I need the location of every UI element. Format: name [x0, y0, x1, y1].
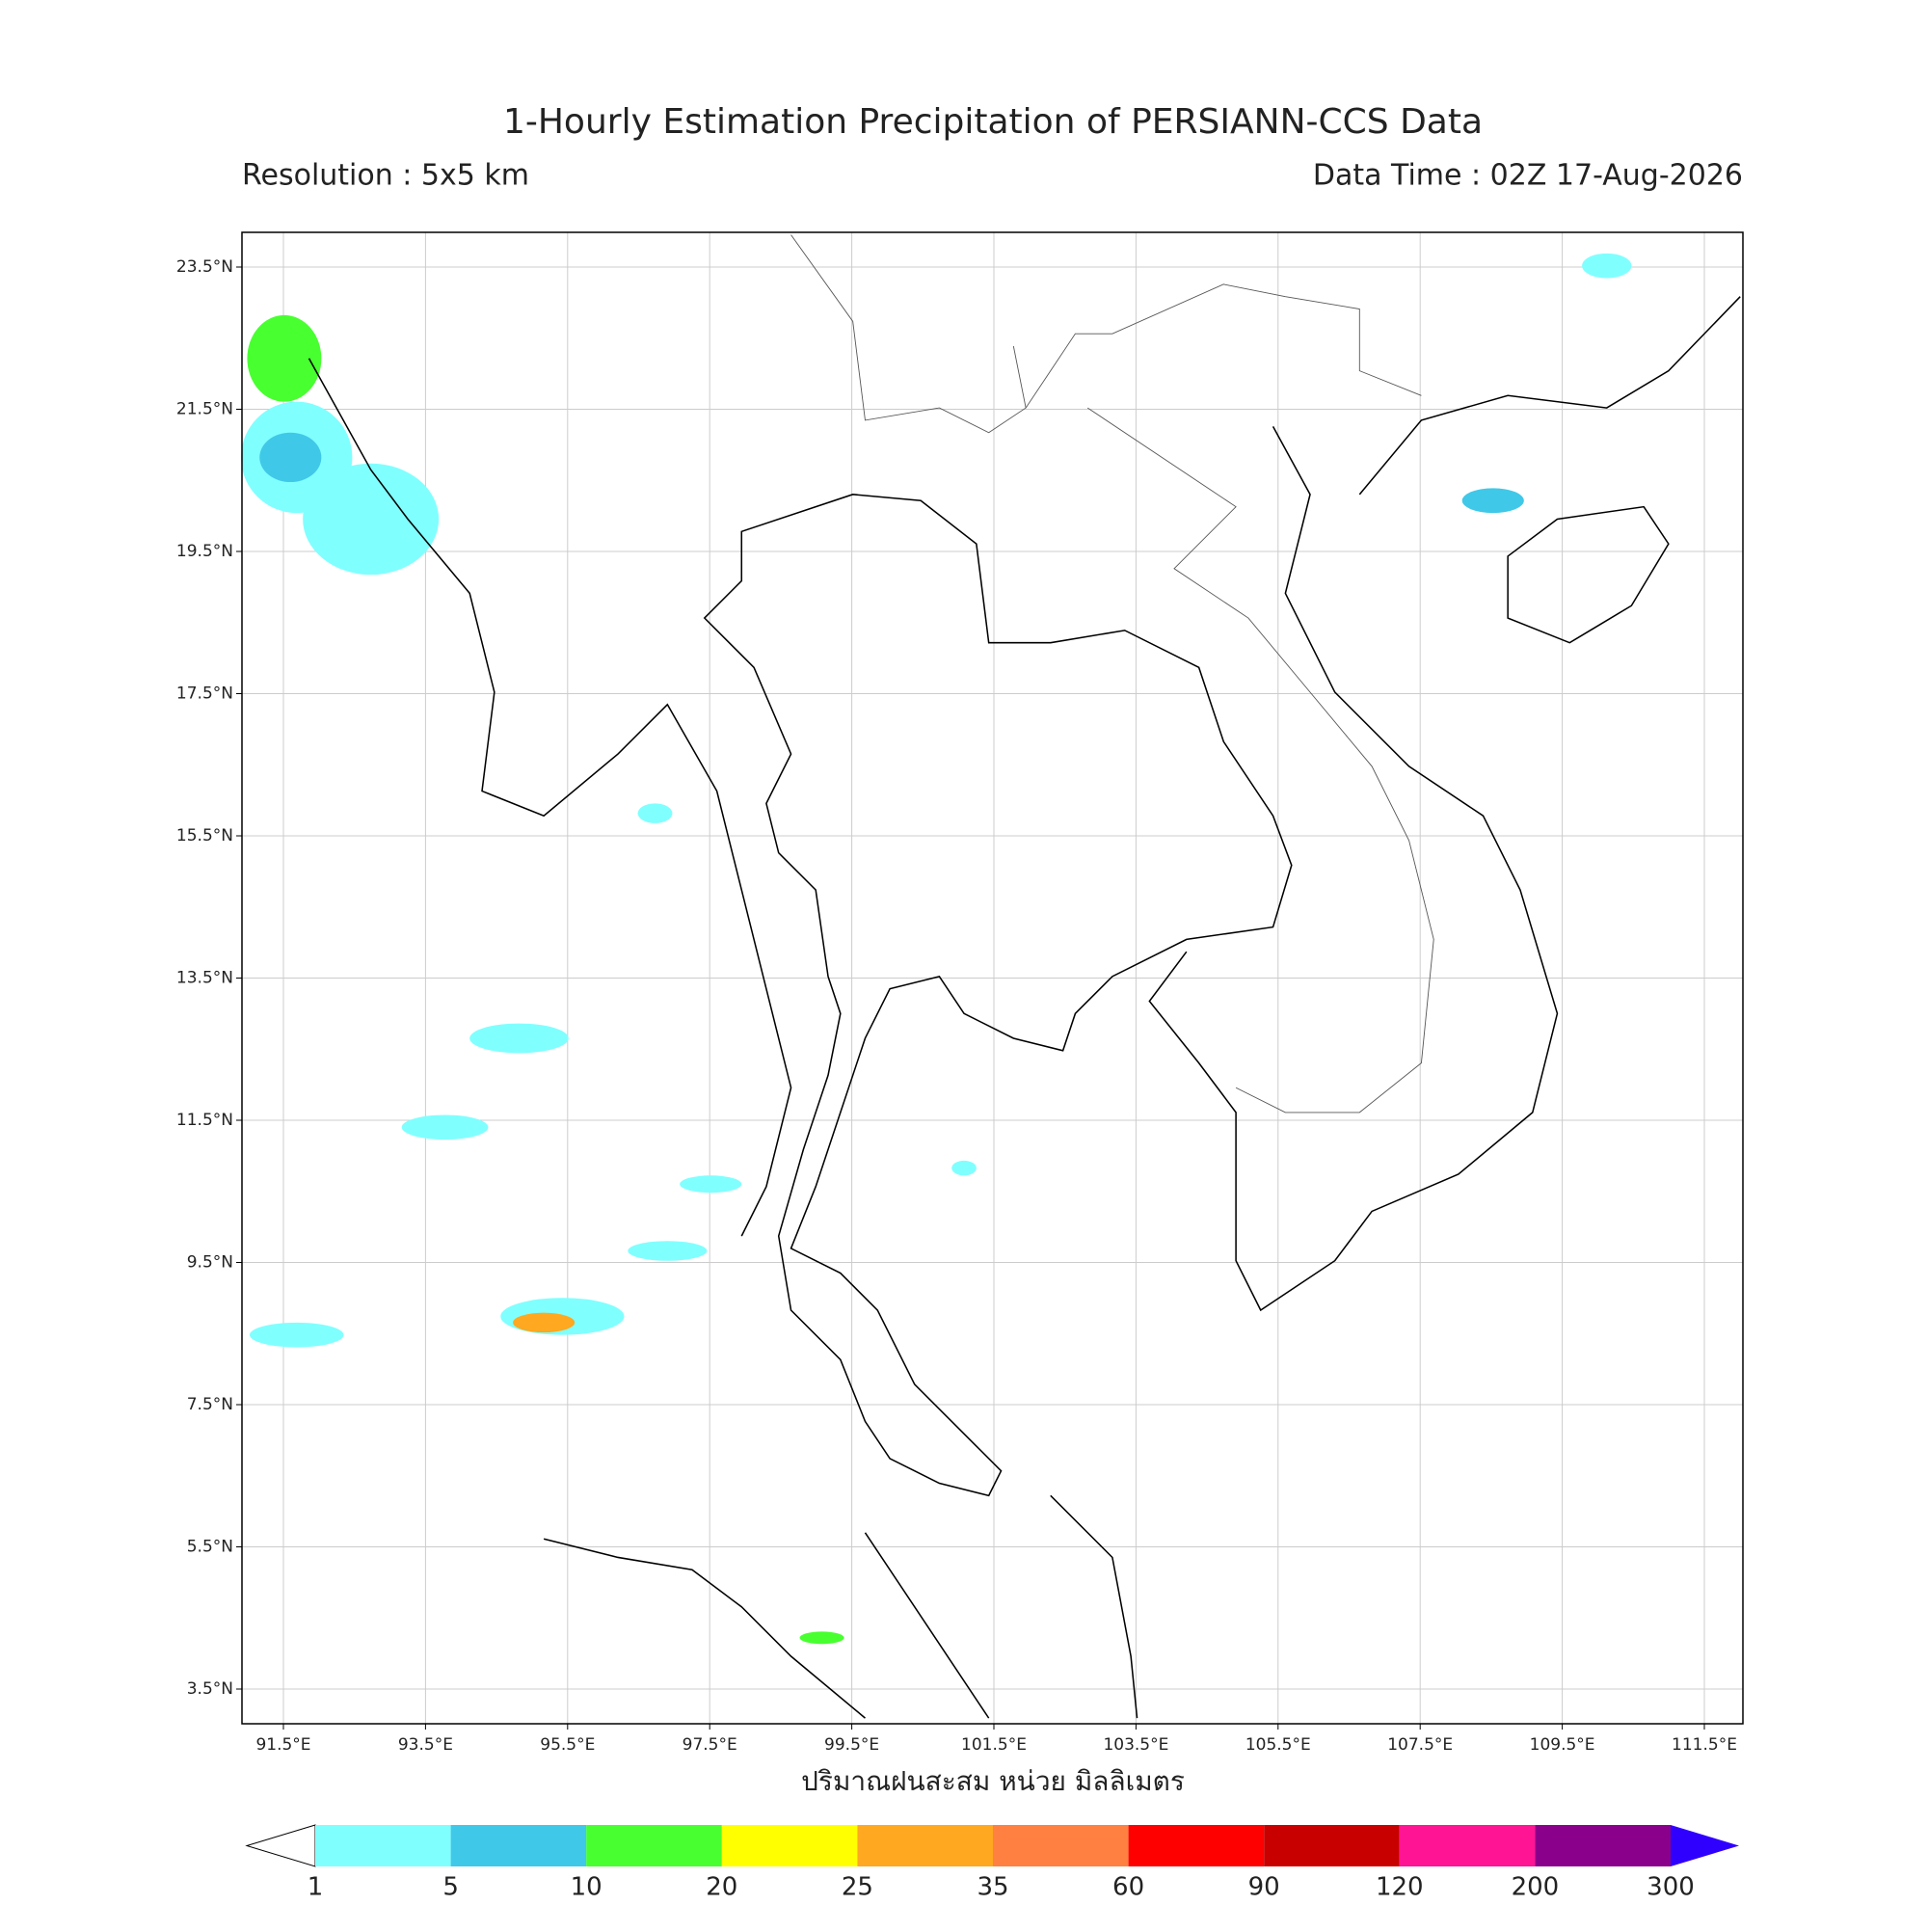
colorbar-label: 10: [571, 1873, 602, 1902]
lon-tick-label: 101.5°E: [961, 1735, 1027, 1755]
coastline: [1148, 425, 1559, 1312]
grid: 23.5°N 21.5°N 19.5°N 17.5°N 15.5°N 13.5°N 11.5…: [176, 232, 1743, 1755]
thailand: [703, 494, 1293, 1497]
colorbar-extend-low: [245, 1824, 316, 1867]
border: [790, 234, 1434, 1114]
lon-tick-label: 91.5°E: [255, 1735, 310, 1755]
colorbar-segment: [586, 1825, 722, 1866]
colorbar-segment: [1399, 1825, 1536, 1866]
lat-tick-label: 9.5°N: [187, 1253, 233, 1273]
lon-tick-label: 105.5°E: [1245, 1735, 1311, 1755]
colorbar-label: 20: [706, 1873, 737, 1902]
colorbar-label: 5: [442, 1873, 459, 1902]
lat-tick-label: 15.5°N: [176, 826, 233, 845]
colorbar-segment: [993, 1825, 1129, 1866]
hainan: [1507, 505, 1670, 644]
x-axis-label: ปริมาณฝนสะสม หน่วย มิลลิเมตร: [801, 1765, 1185, 1797]
colorbar-label: 25: [842, 1873, 873, 1902]
lat-tick-label: 5.5°N: [187, 1538, 233, 1557]
lon-tick-label: 109.5°E: [1530, 1735, 1595, 1755]
coastline: [308, 358, 792, 1237]
title: 1-Hourly Estimation Precipitation of PER…: [503, 102, 1483, 142]
rain: [241, 253, 1632, 1645]
colorbar-label: 90: [1248, 1873, 1280, 1902]
colorbar: 1 5 10 20 25 35 60 90 120 200 300: [245, 1824, 1739, 1902]
lat-tick-label: 13.5°N: [176, 969, 233, 988]
lon-tick-label: 111.5°E: [1672, 1735, 1737, 1755]
colorbar-label: 35: [977, 1873, 1008, 1902]
colorbar-segment: [857, 1825, 993, 1866]
lat-tick-label: 7.5°N: [187, 1395, 233, 1414]
lon-tick-label: 103.5°E: [1103, 1735, 1168, 1755]
data-time: Data Time : 02Z 17-Aug-2026: [1313, 159, 1743, 193]
colorbar-extend-high: [1671, 1825, 1739, 1866]
lat-tick-label: 19.5°N: [176, 542, 233, 561]
lon-tick-label: 107.5°E: [1387, 1735, 1453, 1755]
map-frame: [241, 231, 1744, 1725]
colorbar-label: 120: [1376, 1873, 1424, 1902]
colorbar-segment: [315, 1825, 451, 1866]
lat-tick-label: 23.5°N: [176, 257, 233, 277]
lat-tick-label: 3.5°N: [187, 1679, 233, 1699]
lat-tick-label: 17.5°N: [176, 684, 233, 704]
colorbar-label: 200: [1512, 1873, 1560, 1902]
colorbar-segment: [450, 1825, 587, 1866]
lon-tick-label: 93.5°E: [398, 1735, 453, 1755]
colorbar-segment: [1128, 1825, 1265, 1866]
colorbar-segment: [1535, 1825, 1671, 1866]
colorbar-segment: [1264, 1825, 1400, 1866]
lon-tick-label: 99.5°E: [824, 1735, 879, 1755]
colorbar-label: 300: [1647, 1873, 1695, 1902]
lon-tick-label: 97.5°E: [683, 1735, 737, 1755]
lat-tick-label: 11.5°N: [176, 1111, 233, 1130]
coastline: [543, 1494, 1138, 1719]
colorbar-segment: [721, 1825, 858, 1866]
resolution: Resolution : 5x5 km: [242, 159, 529, 193]
coastline: [1358, 296, 1741, 496]
colorbar-label: 60: [1112, 1873, 1144, 1902]
lat-tick-label: 21.5°N: [176, 400, 233, 419]
map-layer: [241, 234, 1741, 1719]
lon-tick-label: 95.5°E: [540, 1735, 595, 1755]
colorbar-label: 1: [308, 1873, 324, 1902]
